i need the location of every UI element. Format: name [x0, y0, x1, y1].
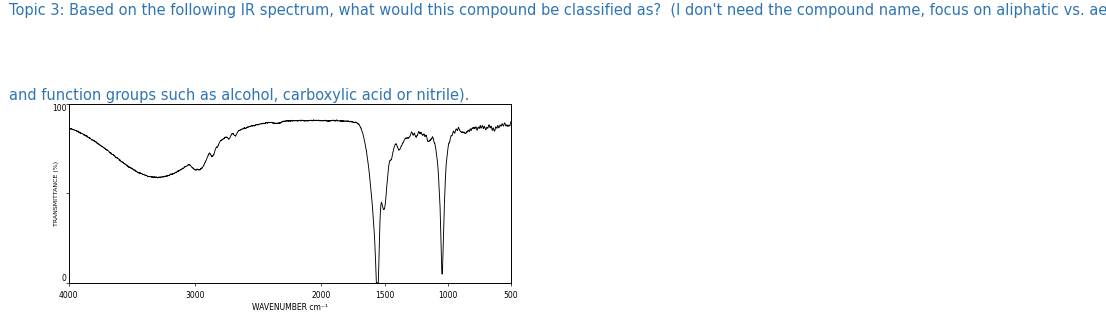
- Text: 100: 100: [52, 104, 66, 113]
- Y-axis label: TRANSMITTANCE (%): TRANSMITTANCE (%): [54, 161, 59, 226]
- Text: and function groups such as alcohol, carboxylic acid or nitrile).: and function groups such as alcohol, car…: [9, 88, 469, 103]
- Text: Topic 3: Based on the following IR spectrum, what would this compound be classif: Topic 3: Based on the following IR spect…: [9, 3, 1106, 18]
- X-axis label: WAVENUMBER cm⁻¹: WAVENUMBER cm⁻¹: [252, 303, 327, 312]
- Text: 0: 0: [62, 274, 66, 283]
